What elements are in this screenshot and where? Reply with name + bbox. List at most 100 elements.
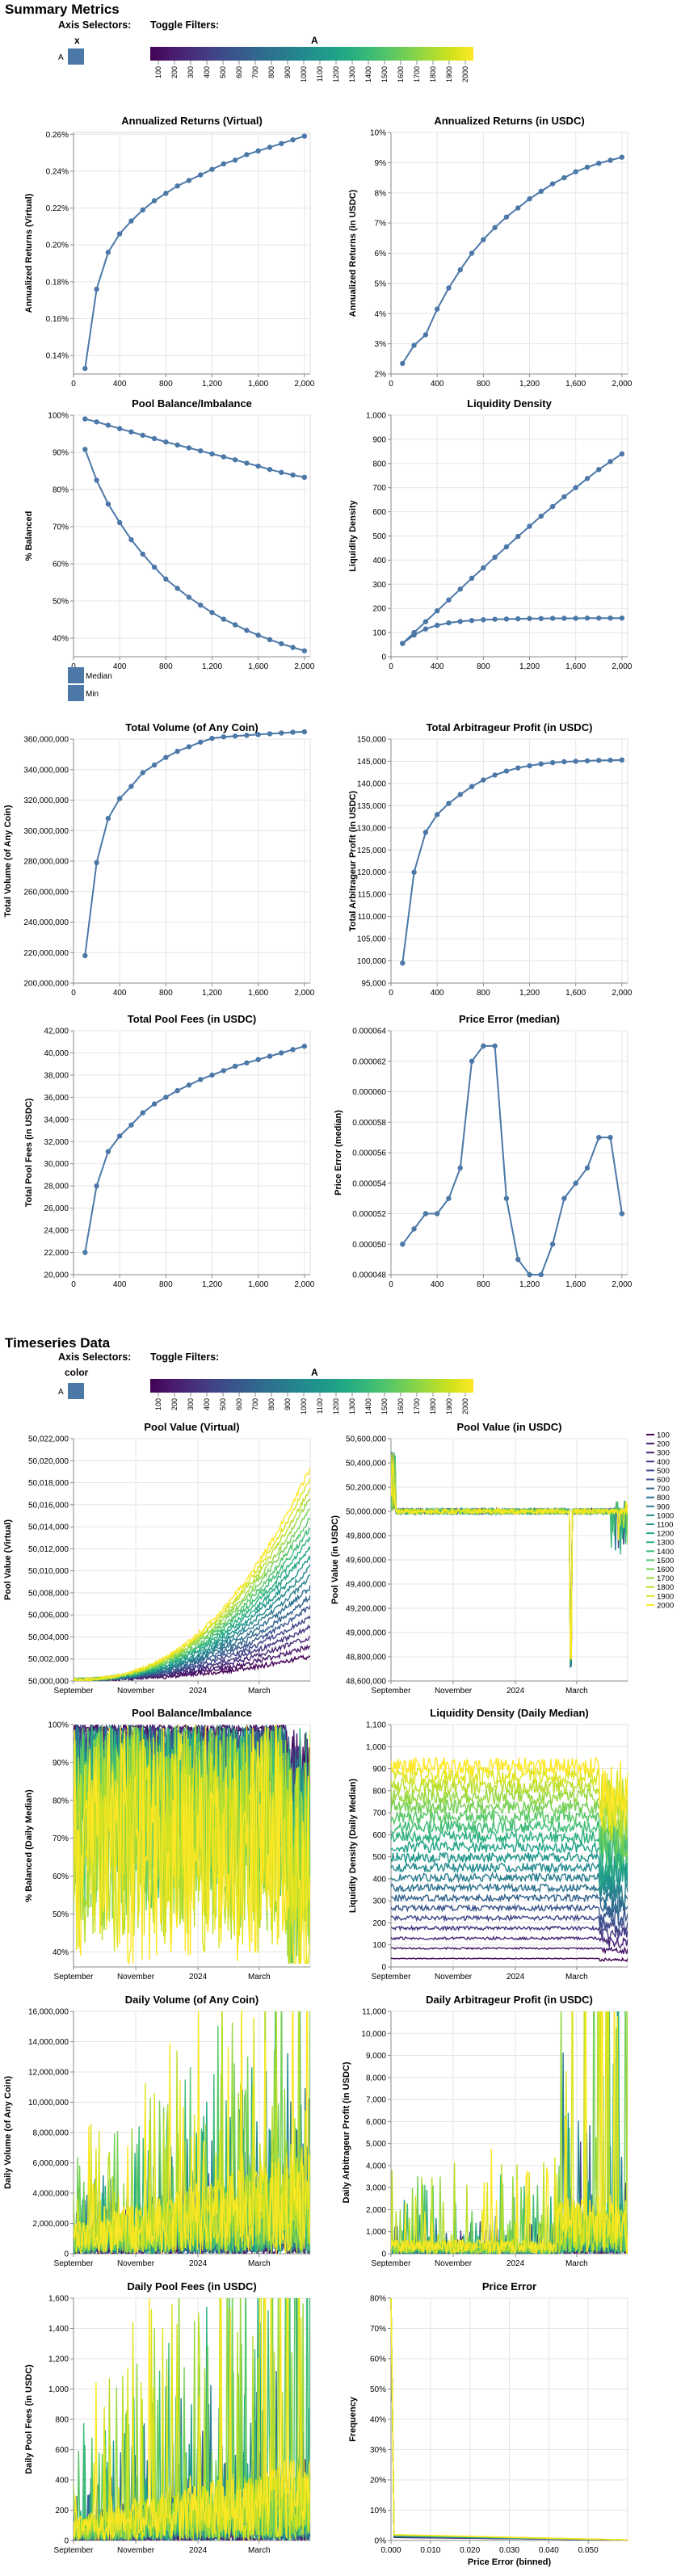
data-point [151, 1101, 158, 1107]
data-point [128, 1122, 134, 1128]
data-point [561, 494, 567, 500]
summary-axis-selector-box[interactable] [68, 48, 84, 65]
summary-axis-selectors-label: Axis Selectors: [58, 19, 132, 31]
data-point [446, 620, 452, 626]
filter-tick-label: 500 [219, 1398, 227, 1410]
data-point [481, 777, 486, 783]
filter-tick-label: 100 [154, 66, 162, 78]
series-line-1400 [391, 1465, 628, 1640]
data-point [538, 761, 544, 767]
y-tick-label: 60% [53, 1872, 69, 1881]
data-point [422, 626, 429, 632]
y-tick-label: 0.000058 [352, 1119, 386, 1128]
filter-color-ramp [150, 1379, 473, 1393]
data-point [163, 191, 169, 196]
x-tick-label: 1,200 [202, 1280, 222, 1289]
y-tick-label: 8,000 [366, 2074, 386, 2082]
y-tick-label: 6,000 [366, 2118, 386, 2127]
x-tick-label: 0.000 [380, 2546, 401, 2555]
data-point [573, 616, 578, 621]
y-tick-label: 0.000054 [352, 1179, 386, 1188]
y-tick-label: 6,000,000 [33, 2159, 69, 2168]
data-point [151, 564, 158, 570]
x-tick-label: 2,000 [612, 380, 632, 389]
chart-total_volume: 200,000,000 220,000,000 240,000,000 260,000… [3, 721, 315, 998]
y-tick-label: 120,000 [357, 868, 387, 877]
y-tick-label: 900 [372, 1765, 386, 1774]
data-point [503, 214, 510, 220]
x-tick-label: 800 [477, 1280, 490, 1289]
data-point [244, 152, 250, 158]
data-point [573, 1180, 578, 1186]
y-axis-title: Annualized Returns (Virtual) [24, 193, 34, 313]
data-point [301, 474, 308, 481]
data-point [469, 575, 475, 582]
data-point [446, 285, 452, 291]
y-tick-label: 0.16% [46, 315, 69, 324]
x-tick-label: November [117, 2259, 155, 2268]
data-point [244, 460, 250, 466]
legend-label: 600 [657, 1476, 670, 1485]
y-tick-label: 95,000 [361, 980, 386, 989]
y-axis-title: Daily Pool Fees (in USDC) [24, 2364, 34, 2474]
data-point [607, 158, 613, 163]
y-tick-label: 1,100 [366, 1721, 386, 1730]
series-line-200 [391, 1946, 628, 1955]
series-line-700 [391, 1457, 628, 1663]
series-line-2000 [74, 2011, 310, 2254]
data-point [140, 770, 145, 775]
chart-title: Daily Volume (of Any Coin) [125, 1994, 259, 2006]
data-point [584, 615, 591, 621]
chart-pool_balance: 40% 50% 60% 70% 80% 90% 100% 0 400 800 1,200 1,600 2… [24, 397, 315, 671]
y-tick-label: 11,000 [362, 2008, 386, 2017]
x-axis-title: Price Error (binned) [468, 2557, 552, 2567]
data-point [619, 1211, 625, 1217]
y-tick-label: 48,600,000 [346, 1678, 386, 1687]
data-point [244, 1060, 250, 1066]
x-tick-label: 1,600 [565, 1280, 586, 1289]
filter-tick-label: 1900 [445, 66, 453, 82]
legend-label: 1700 [657, 1574, 674, 1583]
y-tick-label: 4,000 [366, 2162, 386, 2170]
y-axis-title: Daily Arbitrageur Profit (in USDC) [342, 2061, 351, 2203]
y-tick-label: 7,000 [366, 2096, 386, 2105]
data-point [140, 1110, 145, 1116]
y-axis-title: Liquidity Density [348, 499, 358, 572]
chart-pool_fees: 20,000 22,000 24,000 26,000 28,000 30,000 32,0… [24, 1013, 315, 1289]
x-tick-label: September [54, 2259, 95, 2268]
y-tick-label: 50,002,000 [28, 1655, 69, 1664]
data-point [267, 145, 273, 150]
data-point [607, 757, 613, 763]
y-tick-label: 0.24% [46, 167, 69, 176]
filter-tick-label: 1400 [364, 1398, 372, 1414]
y-tick-label: 3,000 [366, 2184, 386, 2193]
y-tick-label: 34,000 [44, 1116, 69, 1124]
y-tick-label: 110,000 [358, 913, 387, 922]
series-group [74, 2298, 310, 2540]
data-point [561, 759, 567, 765]
y-tick-label: 0.000064 [352, 1027, 386, 1036]
filter-tick-label: 500 [219, 66, 227, 78]
ts-axis-selector-box[interactable] [68, 1383, 84, 1399]
legend-label: 100 [657, 1431, 670, 1440]
data-point [527, 523, 532, 529]
series-line-2000 [74, 1726, 310, 1965]
y-tick-label: 10% [370, 129, 386, 138]
series-group [391, 1452, 628, 1669]
data-point [290, 729, 296, 735]
data-point [163, 439, 169, 445]
y-tick-label: 0 [64, 2250, 69, 2259]
filter-ramp-0: 100 200 300 400 500 600 700 800 900 1000 1100 1200 1… [150, 47, 473, 82]
series-line-0 [401, 156, 623, 364]
data-point [457, 792, 463, 797]
data-point [198, 448, 204, 454]
data-point [515, 616, 521, 622]
y-tick-label: 100% [48, 412, 69, 421]
y-tick-label: 0.22% [46, 204, 69, 213]
x-tick-label: March [248, 1687, 271, 1696]
median-min-legend: Median Min [68, 667, 112, 701]
x-tick-label: 2,000 [294, 380, 314, 389]
legend-label: 400 [657, 1458, 670, 1467]
x-tick-label: 800 [477, 380, 490, 389]
